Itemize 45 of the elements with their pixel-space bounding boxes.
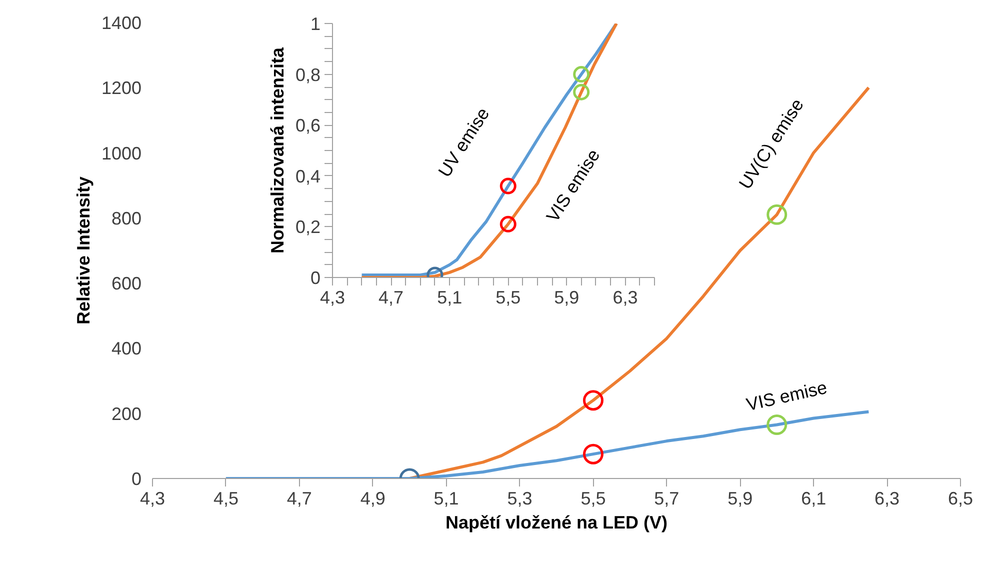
x-tick-label: 5,7 [654, 488, 680, 508]
x-tick-label: 6,5 [948, 488, 974, 508]
y-tick-label: 600 [111, 274, 142, 294]
x-tick-label: 5,9 [554, 288, 580, 308]
x-tick-label: 6,3 [874, 488, 900, 508]
y-tick-label: 0,2 [295, 217, 321, 238]
x-tick-label: 4,7 [378, 288, 404, 308]
x-tick-label: 4,3 [320, 288, 346, 308]
point [766, 204, 788, 225]
y-tick-label: 200 [111, 404, 142, 424]
y-tick-label: 1 [310, 14, 321, 34]
x-tick-label: 6,1 [801, 488, 826, 508]
y-tick-label: 1000 [101, 143, 142, 164]
y-tick-label: 400 [111, 338, 142, 359]
point [500, 216, 516, 232]
x-tick-label: 4,5 [213, 488, 238, 508]
y-tick-label: 0,4 [295, 166, 321, 186]
y-tick-label: 1200 [101, 78, 142, 98]
x-tick-label: 5,3 [507, 488, 532, 508]
x-tick-label: 5,5 [496, 288, 521, 308]
y-tick-label: 1400 [101, 13, 142, 33]
x-tick-label: 4,7 [286, 488, 312, 508]
x-tick-label: 4,3 [140, 488, 166, 508]
text: VIS emise [744, 377, 829, 415]
point [582, 444, 604, 464]
y-tick-label: 800 [111, 208, 142, 228]
point [500, 178, 516, 194]
x-tick-label: 5,9 [728, 488, 753, 508]
y-axis-title: Normalizovaná intenzita [267, 46, 288, 254]
point [582, 390, 604, 411]
line-series [224, 410, 870, 478]
y-tick-label: 0 [131, 469, 142, 489]
x-axis-title: Napětí vložené na LED (V) [445, 512, 668, 532]
y-tick-label: 0,6 [295, 116, 321, 136]
point [766, 414, 788, 435]
y-axis-title: Relative Intensity [73, 176, 94, 325]
x-tick-label: 4,9 [360, 488, 386, 508]
point [573, 66, 590, 83]
y-tick-label: 0,8 [295, 64, 321, 85]
x-tick-label: 6,3 [612, 288, 638, 308]
y-tick-label: 0 [310, 268, 321, 288]
x-tick-label: 5,1 [437, 288, 462, 308]
x-tick-label: 5,1 [434, 488, 459, 508]
x-tick-label: 5,5 [580, 488, 606, 508]
point [573, 84, 590, 100]
